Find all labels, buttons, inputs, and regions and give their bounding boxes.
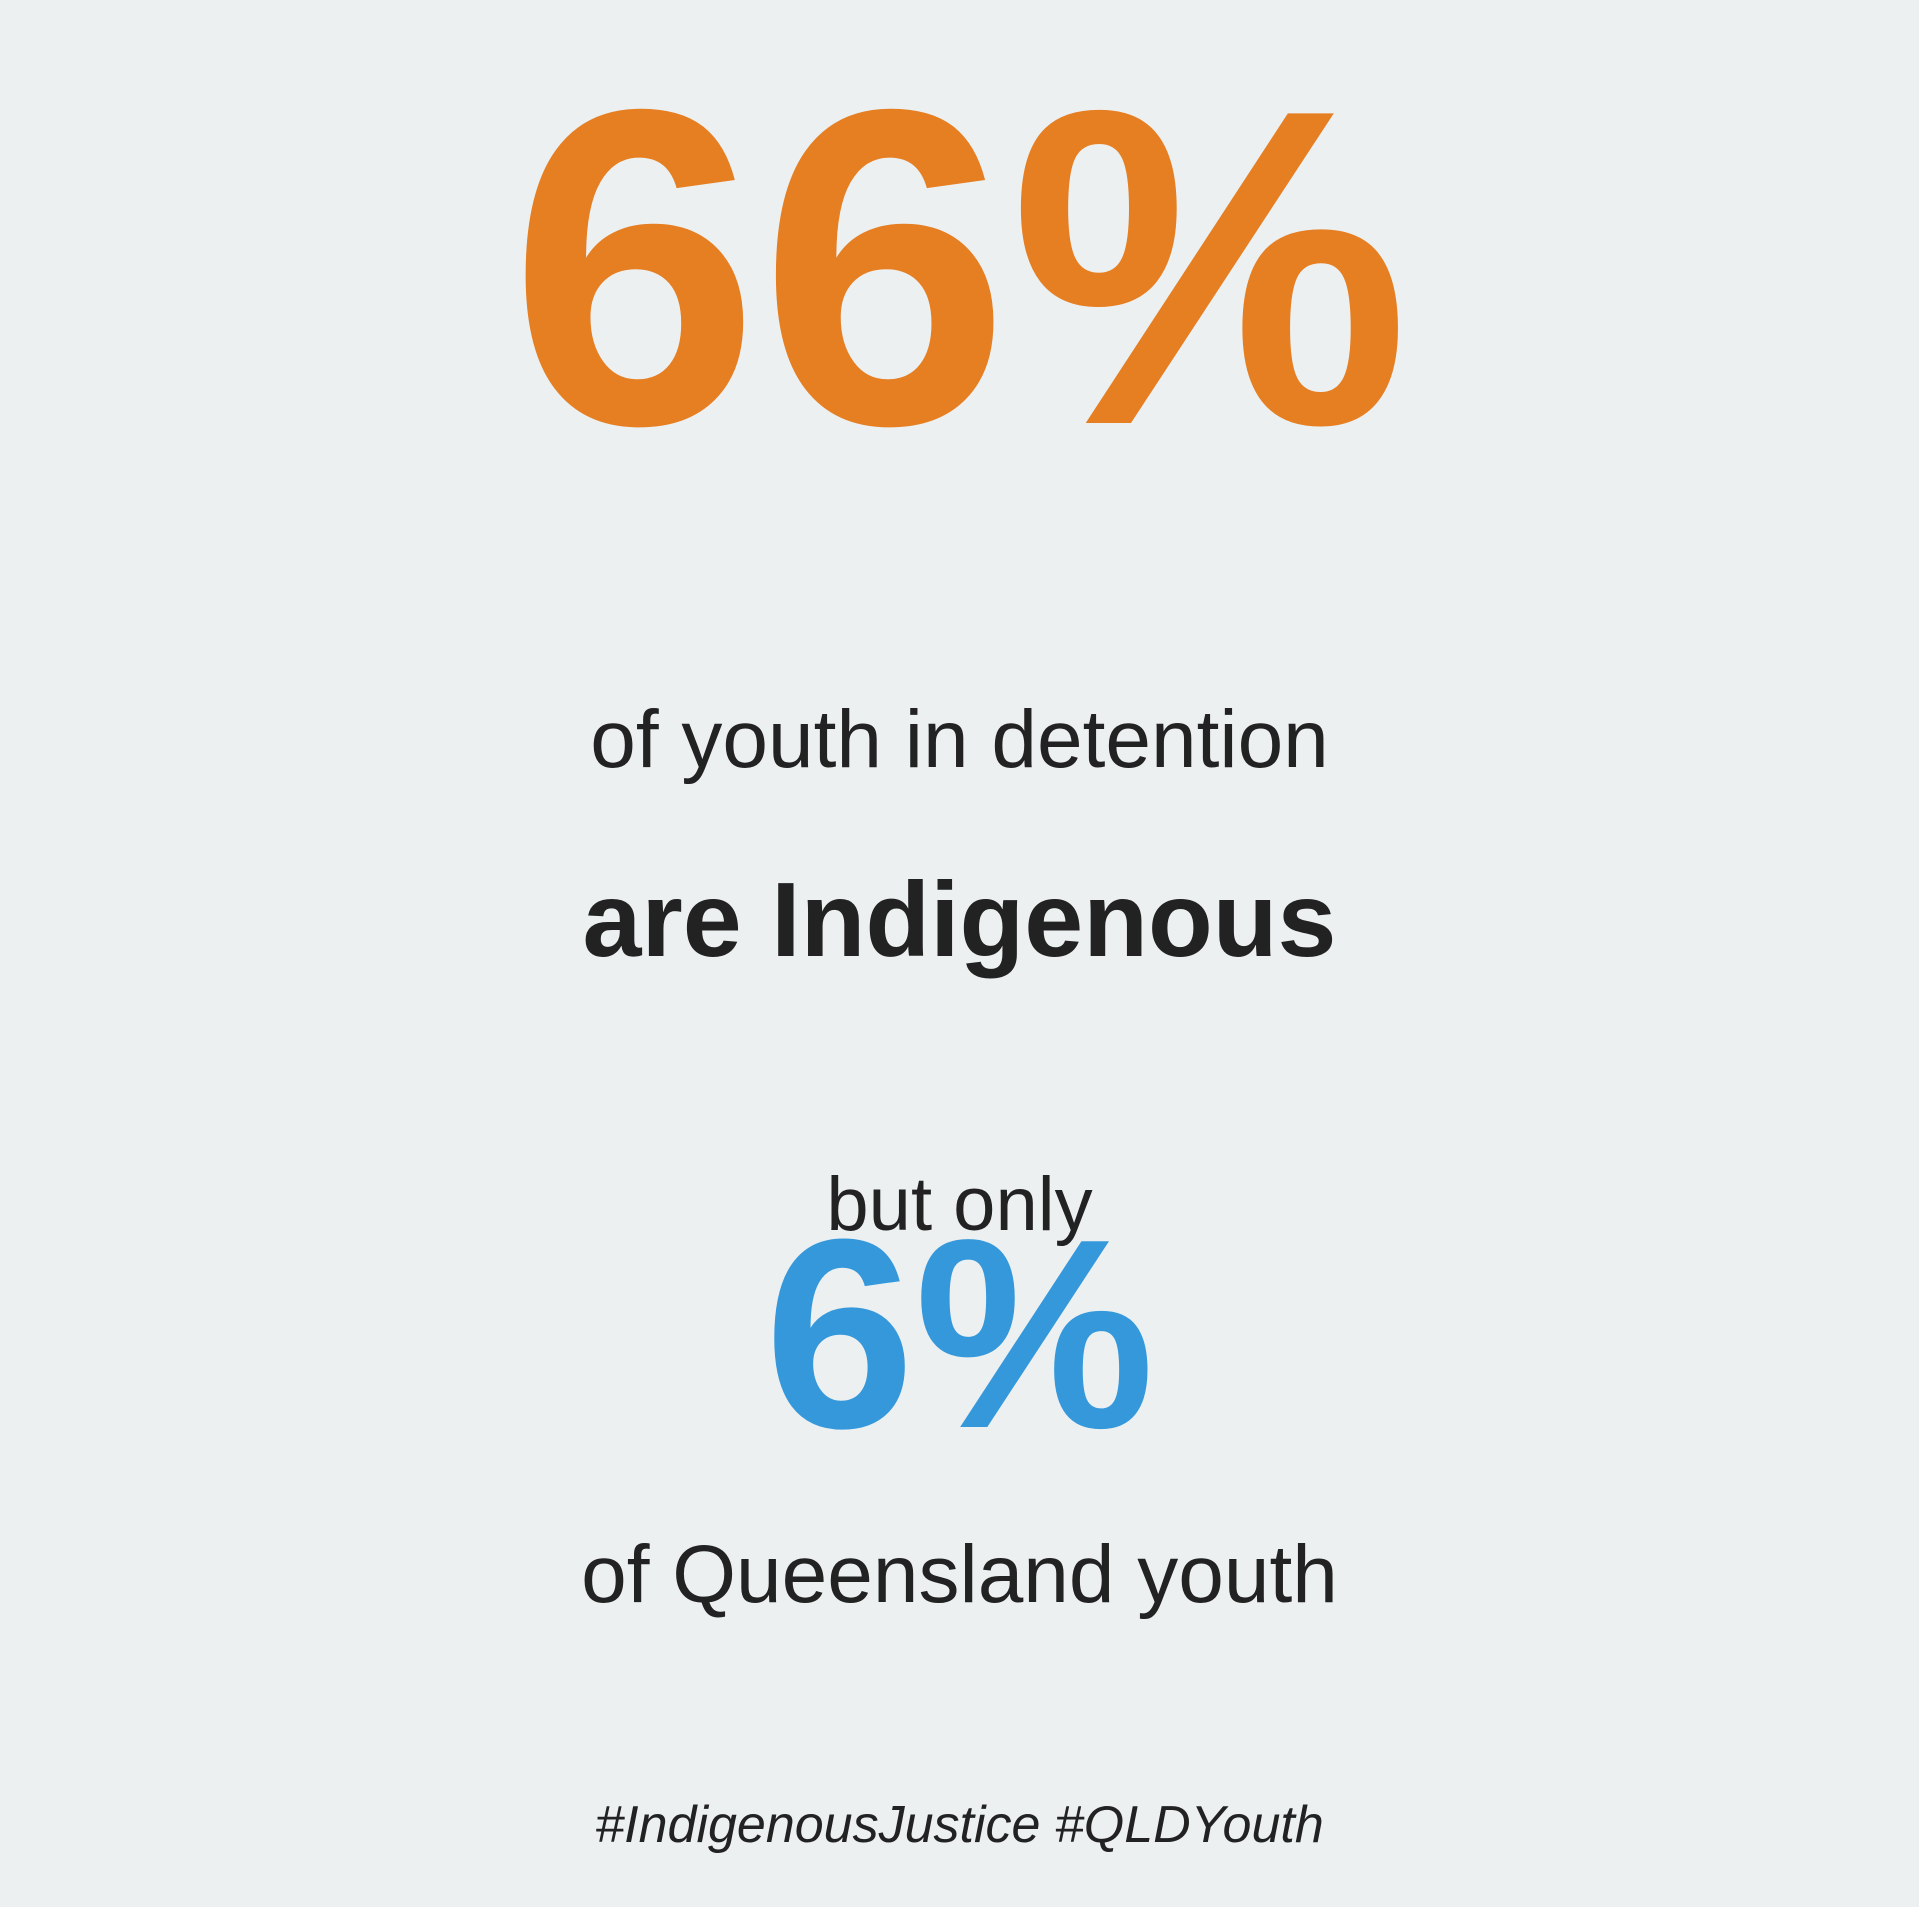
detention-description: of youth in detention [590,694,1329,785]
detention-percentage: 66% [509,17,1410,519]
indigenous-emphasis: are Indigenous [582,861,1337,979]
hashtags: #IndigenousJustice #QLDYouth [595,1796,1324,1854]
population-percentage: 6% [764,1184,1155,1485]
population-description: of Queensland youth [581,1529,1338,1620]
contrast-intro: but only [826,1162,1093,1247]
